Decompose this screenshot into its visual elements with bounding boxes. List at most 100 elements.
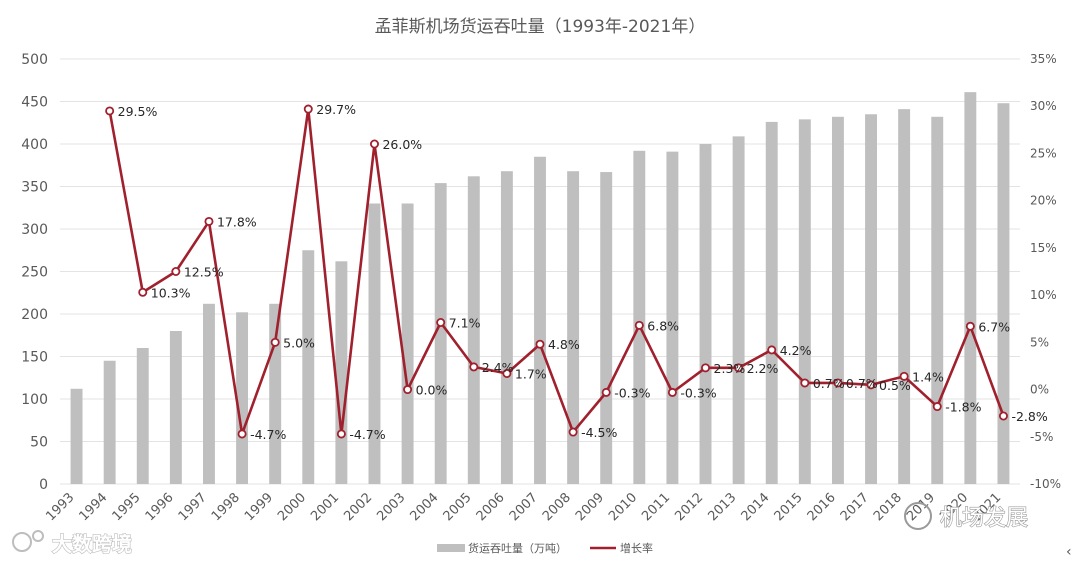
x-tick-label: 2007 bbox=[507, 490, 541, 524]
bar bbox=[467, 176, 480, 485]
data-label: -2.8% bbox=[1011, 409, 1047, 424]
line-points bbox=[105, 104, 1008, 439]
bar bbox=[169, 331, 182, 484]
bar bbox=[103, 360, 116, 484]
chart-title: 孟菲斯机场货运吞吐量（1993年-2021年） bbox=[375, 17, 706, 37]
data-label: 2.4% bbox=[482, 360, 514, 375]
line-point bbox=[667, 387, 677, 397]
bar bbox=[368, 203, 381, 484]
x-tick-label: 1998 bbox=[209, 490, 243, 524]
bar bbox=[500, 171, 513, 484]
x-tick-label: 2002 bbox=[341, 490, 375, 524]
y-left-tick-label: 300 bbox=[21, 222, 48, 238]
line-point bbox=[336, 429, 346, 439]
bar bbox=[567, 171, 580, 484]
line-point bbox=[932, 402, 942, 412]
watermark-left: 大数跨境 bbox=[12, 530, 133, 557]
bar bbox=[831, 116, 844, 485]
y-left-tick-label: 100 bbox=[21, 392, 48, 408]
bar bbox=[600, 172, 613, 485]
data-label: 2.3% bbox=[714, 361, 746, 376]
bar bbox=[203, 303, 215, 484]
legend: 货运吞吐量（万吨） 增长率 bbox=[437, 541, 653, 555]
watermark-logo-icon bbox=[12, 532, 32, 552]
x-tick-label: 2013 bbox=[705, 490, 739, 524]
y-left-tick-label: 250 bbox=[21, 265, 48, 281]
watermark-right: 机场发展 bbox=[904, 502, 1029, 532]
y-axis-left: 0 50 100 150 200 250 300 350 400 450 500 bbox=[21, 52, 48, 493]
bar bbox=[732, 136, 745, 484]
x-axis: 1993 1994 1995 1996 1997 1998 1999 2000 2001 2002… bbox=[43, 490, 1004, 524]
bar bbox=[898, 109, 911, 485]
line-point bbox=[767, 345, 777, 355]
data-label: -0.3% bbox=[680, 385, 716, 400]
data-label: -0.3% bbox=[614, 385, 650, 400]
line-point bbox=[535, 339, 545, 349]
data-labels: 29.5% 10.3% 12.5% 17.8% -4.7% 5.0% 29.7% -4.7% 2… bbox=[118, 102, 1048, 442]
data-label: 0.7% bbox=[813, 376, 845, 391]
line-point bbox=[204, 216, 214, 226]
y-right-tick-label: 35% bbox=[1030, 52, 1057, 66]
bar bbox=[401, 203, 414, 484]
watermark-right-text: 机场发展 bbox=[940, 506, 1028, 531]
line-point bbox=[568, 427, 578, 437]
legend-label-bar: 货运吞吐量（万吨） bbox=[468, 541, 567, 555]
y-right-tick-label: 20% bbox=[1030, 194, 1057, 208]
watermark-left-text: 大数跨境 bbox=[52, 532, 132, 556]
data-label: -4.7% bbox=[349, 427, 385, 442]
line-point bbox=[237, 429, 247, 439]
corner-arrow-icon: ‹ bbox=[1066, 544, 1072, 560]
bar bbox=[136, 348, 149, 484]
data-label: 29.7% bbox=[316, 102, 356, 117]
bar bbox=[534, 156, 546, 484]
x-tick-label: 2005 bbox=[441, 490, 475, 524]
x-tick-label: 2008 bbox=[540, 490, 574, 524]
data-label: 0.5% bbox=[879, 378, 911, 393]
line-point bbox=[734, 363, 744, 373]
data-label: 6.8% bbox=[647, 318, 679, 333]
line-point bbox=[502, 368, 512, 378]
y-left-tick-label: 500 bbox=[21, 52, 48, 68]
x-tick-label: 2000 bbox=[275, 490, 309, 524]
x-tick-label: 1996 bbox=[143, 490, 177, 524]
x-tick-label: 2014 bbox=[739, 490, 773, 524]
data-label: 1.4% bbox=[912, 369, 944, 384]
x-tick-label: 1995 bbox=[110, 490, 144, 524]
line-point bbox=[369, 139, 379, 149]
x-tick-label: 2011 bbox=[639, 490, 673, 524]
y-right-tick-label: 5% bbox=[1030, 335, 1049, 349]
line-point bbox=[303, 104, 313, 114]
data-label: 5.0% bbox=[283, 335, 315, 350]
line-point bbox=[403, 385, 413, 395]
bar bbox=[699, 144, 712, 484]
watermark-logo-dot-icon bbox=[32, 530, 44, 542]
x-tick-label: 2004 bbox=[408, 490, 442, 524]
bar bbox=[70, 388, 83, 484]
data-label: 0.0% bbox=[416, 383, 448, 398]
bar bbox=[765, 121, 778, 485]
growth-line bbox=[108, 107, 1005, 436]
line-series bbox=[108, 107, 1005, 436]
y-left-tick-label: 200 bbox=[21, 307, 48, 323]
bar bbox=[666, 151, 679, 484]
x-tick-label: 2018 bbox=[871, 490, 905, 524]
data-label: 6.7% bbox=[978, 319, 1010, 334]
y-left-tick-label: 50 bbox=[30, 435, 48, 451]
y-right-tick-label: 30% bbox=[1030, 99, 1057, 113]
line-point bbox=[899, 371, 909, 381]
bar bbox=[236, 312, 249, 484]
x-tick-label: 2016 bbox=[805, 490, 839, 524]
line-point bbox=[634, 320, 644, 330]
data-label: 12.5% bbox=[184, 265, 224, 280]
y-left-tick-label: 0 bbox=[39, 477, 48, 493]
data-label: 4.8% bbox=[548, 337, 580, 352]
bar bbox=[335, 261, 348, 484]
bar bbox=[865, 114, 877, 484]
bar-series bbox=[70, 92, 1010, 485]
line-point bbox=[469, 362, 479, 372]
x-tick-label: 2015 bbox=[772, 490, 806, 524]
x-tick-label: 2001 bbox=[308, 490, 342, 524]
y-right-tick-label: -5% bbox=[1030, 430, 1053, 444]
line-point bbox=[138, 287, 148, 297]
